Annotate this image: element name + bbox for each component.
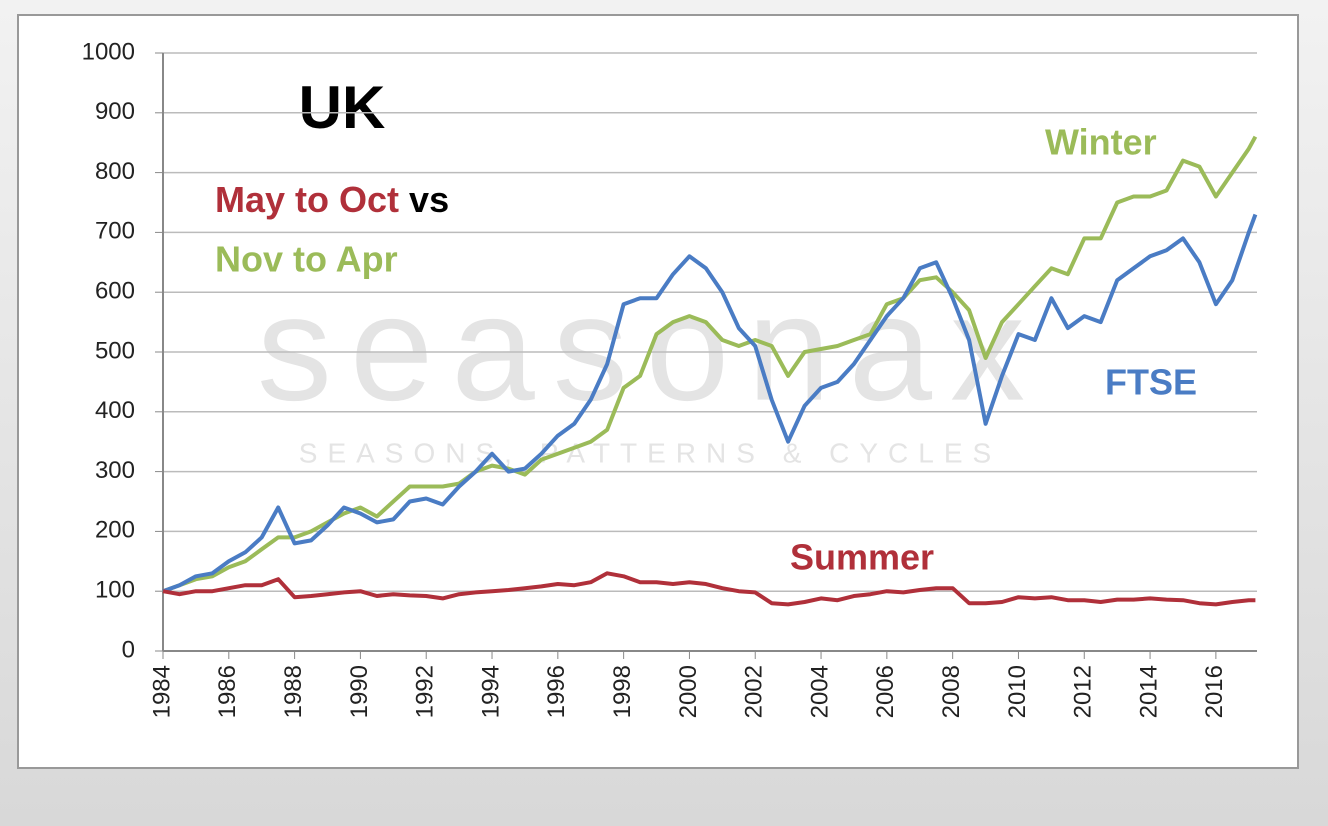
y-tick-label: 300 [95,457,135,484]
x-tick-label: 1994 [477,665,504,718]
subtitle-part: vs [409,179,449,220]
y-tick-label: 0 [122,636,135,663]
series-label: FTSE [1105,362,1197,403]
x-tick-label: 2004 [806,665,833,718]
subtitle: May to Oct vs [215,179,449,220]
series-line [162,213,1258,594]
series-label: Winter [1045,122,1157,163]
y-tick-label: 900 [95,98,135,125]
subtitle: Nov to Apr [215,239,398,280]
x-tick-label: 2014 [1135,665,1162,718]
x-tick-label: 1992 [412,665,439,718]
x-tick-label: 2008 [938,665,965,718]
x-tick-label: 1990 [346,665,373,718]
chart-frame [17,14,1299,769]
chart-title: UK [299,74,386,141]
series-line [162,135,1258,594]
x-tick-label: 1998 [609,665,636,718]
x-tick-label: 1984 [148,665,175,718]
x-tick-label: 2002 [741,665,768,718]
x-tick-label: 2010 [1004,665,1031,718]
x-tick-label: 2012 [1070,665,1097,718]
x-tick-label: 2000 [675,665,702,718]
y-tick-label: 800 [95,158,135,185]
y-tick-label: 200 [95,517,135,544]
y-tick-label: 1000 [82,38,135,65]
y-tick-label: 100 [95,577,135,604]
y-tick-label: 400 [95,397,135,424]
x-tick-label: 1986 [214,665,241,718]
y-tick-label: 700 [95,218,135,245]
x-tick-label: 2006 [872,665,899,718]
watermark-tagline: SEASONS, PATTERNS & CYCLES [299,437,1001,468]
series-line [162,571,1256,607]
title-bg [240,88,440,143]
x-tick-label: 1996 [543,665,570,718]
x-tick-label: 2016 [1201,665,1228,718]
subtitle-part: May to Oct [215,179,399,220]
y-tick-label: 500 [95,337,135,364]
series-label: Summer [790,537,934,578]
x-tick-label: 1988 [280,665,307,718]
y-tick-label: 600 [95,278,135,305]
